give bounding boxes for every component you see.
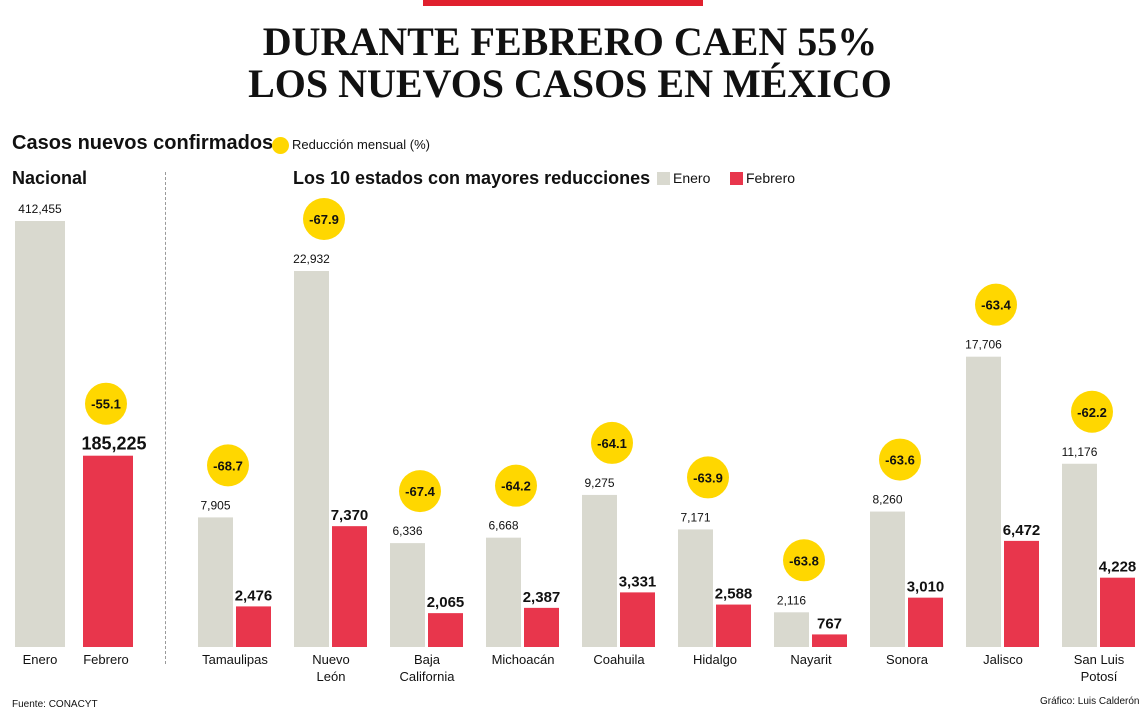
state-value-label-febrero: 6,472 [1003,522,1041,539]
state-reduction-badge-circle [1071,390,1113,433]
state-bar-enero [870,511,905,647]
state-category-label: León [317,669,346,684]
chart-subtitle: Casos nuevos confirmados [12,132,274,154]
state-bar-enero [774,612,809,647]
state-value-label-febrero: 7,370 [331,507,369,524]
reduction-legend-dot [272,137,289,154]
state-value-label-enero: 6,336 [392,524,422,538]
state-bar-enero [582,494,617,647]
state-reduction-badge-label: -63.6 [885,453,915,468]
state-value-label-enero: 7,171 [680,510,710,524]
state-bar-febrero [1100,577,1135,647]
state-reduction-badge-label: -63.8 [789,553,819,568]
state-reduction-badge-circle [207,444,249,487]
state-reduction-badge-label: -62.2 [1077,405,1107,420]
state-category-label: Coahuila [593,652,645,667]
state-value-label-enero: 9,275 [584,476,614,490]
state-value-label-enero: 8,260 [872,493,902,507]
state-bar-febrero [620,592,655,647]
state-reduction-badge-circle [687,456,729,499]
state-reduction-badge-circle [879,438,921,481]
national-value-label: 412,455 [18,202,62,216]
national-panel-title: Nacional [12,168,88,188]
state-value-label-enero: 17,706 [965,338,1002,352]
state-category-label: Jalisco [983,652,1023,667]
state-value-label-enero: 22,932 [293,252,330,266]
legend-label-enero: Enero [673,170,711,186]
national-value-label: 185,225 [81,434,146,454]
state-category-label: Sonora [886,652,929,667]
state-bar-enero [294,271,329,647]
state-reduction-badge-circle [495,464,537,507]
state-reduction-badge-label: -67.9 [309,212,339,227]
state-bar-febrero [908,597,943,647]
reduction-legend-label: Reducción mensual (%) [292,137,431,152]
state-bar-febrero [236,606,271,647]
state-category-label: Nayarit [790,652,832,667]
state-bar-febrero [428,613,463,647]
state-reduction-badge-circle [975,283,1017,326]
chart-title-line-1: DURANTE FEBRERO CAEN 55% [262,19,878,64]
state-category-label: California [400,669,456,684]
state-bar-enero [486,537,521,647]
state-value-label-febrero: 2,588 [715,586,753,603]
national-reduction-badge-label: -55.1 [91,397,121,412]
state-bar-febrero [332,526,367,647]
state-value-label-febrero: 3,010 [907,579,945,596]
state-reduction-badge-label: -67.4 [405,484,435,499]
state-bar-enero [390,543,425,647]
state-bar-febrero [716,604,751,647]
state-reduction-badge-label: -64.1 [597,436,627,451]
state-reduction-badge-label: -64.2 [501,479,531,494]
state-value-label-enero: 11,176 [1062,445,1098,459]
national-reduction-badge-circle [85,382,127,425]
credit-note: Gráfico: Luis Calderón [1040,696,1140,707]
source-note: Fuente: CONACYT [12,699,98,710]
top-accent-bar [423,0,703,6]
state-bar-enero [678,529,713,647]
legend-label-febrero: Febrero [746,170,796,186]
state-reduction-badge-label: -68.7 [213,458,243,473]
state-value-label-febrero: 2,476 [235,587,273,604]
chart-title-line-2: LOS NUEVOS CASOS EN MÉXICO [248,61,892,106]
national-category-label: Enero [23,652,58,667]
state-reduction-badge-circle [303,198,345,240]
state-bar-febrero [1004,540,1039,647]
state-value-label-febrero: 4,228 [1099,559,1137,576]
state-category-label: Nuevo [312,652,350,667]
states-panel-title: Los 10 estados con mayores reducciones [293,168,651,188]
state-reduction-badge-circle [399,470,441,513]
state-bar-enero [966,356,1001,647]
state-reduction-badge-label: -63.4 [981,298,1011,313]
legend-swatch-enero [657,172,670,185]
state-bar-enero [1062,463,1097,647]
state-bar-febrero [524,607,559,647]
state-value-label-febrero: 767 [817,615,842,632]
state-category-label: Hidalgo [693,652,737,667]
state-category-label: San Luis [1074,652,1125,667]
state-bar-enero [198,517,233,647]
state-value-label-febrero: 3,331 [619,573,657,590]
state-value-label-febrero: 2,387 [523,589,561,606]
state-reduction-badge-circle [591,421,633,464]
state-value-label-febrero: 2,065 [427,594,465,611]
legend-swatch-febrero [730,172,743,185]
state-value-label-enero: 2,116 [777,593,806,607]
national-bar-enero [15,221,65,647]
state-value-label-enero: 7,905 [200,498,230,512]
state-reduction-badge-label: -63.9 [693,470,723,485]
state-category-label: Potosí [1081,669,1118,684]
national-bar-febrero [83,455,133,647]
state-bar-febrero [812,634,847,647]
state-category-label: Tamaulipas [202,652,268,667]
national-category-label: Febrero [83,652,129,667]
state-reduction-badge-circle [783,539,825,582]
state-category-label: Michoacán [492,652,555,667]
state-value-label-enero: 6,668 [488,519,518,533]
state-category-label: Baja [414,652,441,667]
panel-divider [165,172,166,664]
